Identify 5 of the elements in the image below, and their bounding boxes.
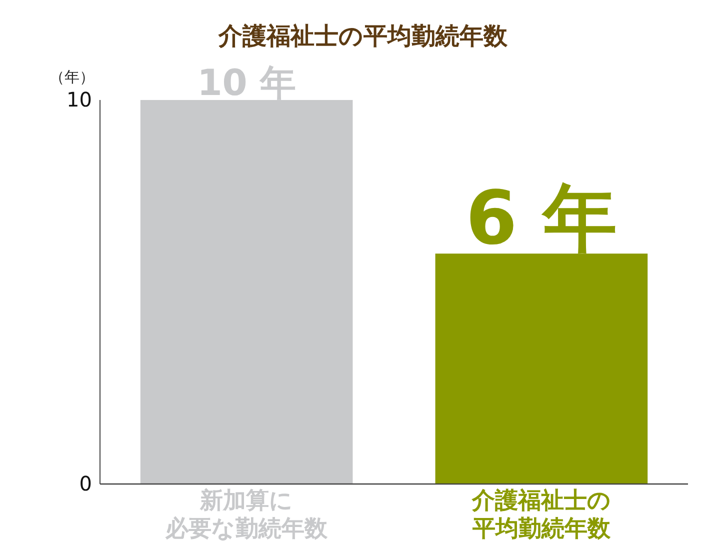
chart-title: 介護福祉士の平均勤続年数 xyxy=(218,22,508,50)
y-tick-label: 10 xyxy=(66,87,92,112)
data-label: 6 年 xyxy=(466,176,618,262)
y-tick-label: 0 xyxy=(79,471,92,496)
y-axis-title: （年） xyxy=(50,68,94,86)
